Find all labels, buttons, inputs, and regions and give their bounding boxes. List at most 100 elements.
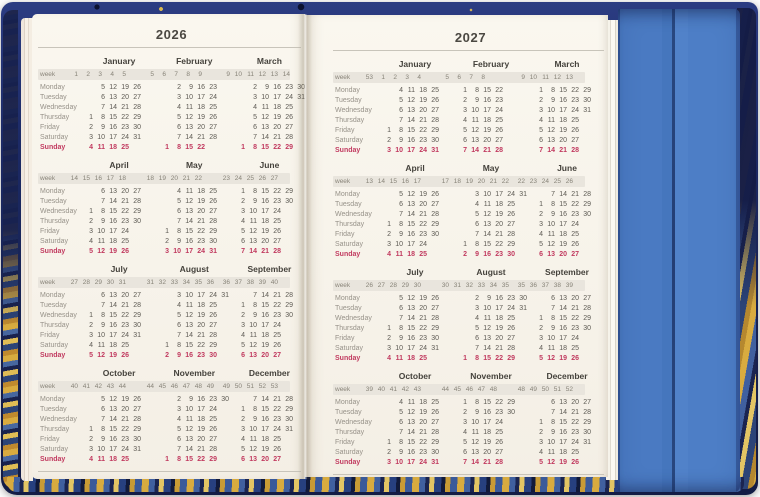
date-cell: 18 xyxy=(261,435,269,443)
week-number-cell: 17 xyxy=(106,175,114,182)
date-cell xyxy=(281,248,293,255)
week-number-cell: 46 xyxy=(170,383,178,390)
date-cell: 14 xyxy=(185,133,193,141)
date-cell: 16 xyxy=(109,217,117,225)
day-row-monday: Monday 6 13 20 27 3 10 17 24 31 7 14 21 28 xyxy=(38,290,305,300)
week-number-cell: 26 xyxy=(258,175,266,182)
month-dates: 7 14 21 28 xyxy=(157,446,229,453)
week-number-cell: 41 xyxy=(82,383,90,390)
date-cell: 10 xyxy=(97,227,105,235)
date-cell: 1 xyxy=(241,143,245,151)
month-dates: 2 9 16 23 30 xyxy=(157,238,229,245)
date-cell: 19 xyxy=(559,126,567,134)
month-title: June xyxy=(259,160,280,170)
week-number-cell: 7 xyxy=(174,71,178,78)
date-cell: 15 xyxy=(483,86,491,94)
day-label: Wednesday xyxy=(335,314,372,322)
date-cell: 22 xyxy=(197,455,205,463)
date-cell: 10 xyxy=(97,445,105,453)
date-cell: 2 xyxy=(463,408,467,416)
week-number-cell: 24 xyxy=(234,175,242,182)
date-cell: 20 xyxy=(197,435,205,443)
week-number-cell: 20 xyxy=(477,178,485,185)
month-dates: 7 14 21 28 xyxy=(455,459,527,466)
date-cell xyxy=(281,342,293,349)
date-cell xyxy=(591,137,603,144)
week-number-cell: 13 xyxy=(270,71,278,78)
date-cell: 23 xyxy=(507,294,515,302)
date-cell: 19 xyxy=(495,210,503,218)
date-cell: 27 xyxy=(209,321,217,329)
month-week-numbers: 30 31 32 33 34 35 xyxy=(437,282,509,289)
date-cell: 6 xyxy=(551,294,555,302)
date-cell: 9 xyxy=(101,123,105,131)
week-number-cell: 16 xyxy=(94,175,102,182)
date-cell: 18 xyxy=(197,187,205,195)
date-cell xyxy=(157,198,169,205)
date-cell: 6 xyxy=(399,106,403,114)
date-cell: 30 xyxy=(133,217,141,225)
date-cell: 17 xyxy=(559,106,567,114)
date-cell: 4 xyxy=(387,354,391,362)
day-row-sunday: Sunday 5 12 19 26 3 10 17 24 31 7 14 21 28 xyxy=(38,246,305,256)
date-cell: 8 xyxy=(253,143,257,151)
date-cell xyxy=(379,107,391,114)
date-cell: 29 xyxy=(209,341,217,349)
date-cell xyxy=(455,335,467,342)
date-cell: 18 xyxy=(261,217,269,225)
month-title: September xyxy=(545,267,589,277)
day-row-thursday: Thursday 1 8 15 22 29 6 13 20 27 3 10 17 24 xyxy=(333,219,608,229)
month-dates: 3 10 17 24 31 xyxy=(157,292,229,299)
date-cell: 5 xyxy=(475,210,479,218)
date-cell: 10 xyxy=(547,438,555,446)
date-cell: 22 xyxy=(495,86,503,94)
month-dates: 7 14 21 28 xyxy=(233,248,305,255)
date-cell: 20 xyxy=(273,123,281,131)
week-number-cell: 40 xyxy=(70,383,78,390)
date-cell: 8 xyxy=(399,438,403,446)
month-dates: 1 8 15 22 29 xyxy=(455,355,527,362)
date-cell: 14 xyxy=(559,408,567,416)
month-dates: 4 11 18 25 xyxy=(455,117,527,124)
date-cell: 15 xyxy=(407,438,415,446)
date-cell xyxy=(217,342,229,349)
date-cell: 30 xyxy=(133,321,141,329)
date-cell xyxy=(515,231,527,238)
date-cell: 13 xyxy=(471,448,479,456)
month-dates: 6 13 20 27 xyxy=(233,456,305,463)
month-dates: 6 13 20 27 xyxy=(81,94,153,101)
day-row-wednesday: Wednesday 7 14 21 28 5 12 19 26 2 9 16 23 30 xyxy=(333,209,608,219)
date-cell xyxy=(129,456,141,463)
date-cell: 2 xyxy=(89,217,93,225)
month-title: September xyxy=(247,264,292,274)
month-dates: 2 9 16 23 30 xyxy=(233,416,305,423)
date-cell: 16 xyxy=(483,250,491,258)
date-cell: 13 xyxy=(547,136,555,144)
day-row-thursday: Thursday 7 14 21 28 4 11 18 25 2 9 16 23 30 xyxy=(333,427,608,437)
date-cell: 26 xyxy=(495,126,503,134)
date-cell: 30 xyxy=(133,123,141,131)
day-row-monday: Monday 5 12 19 26 2 9 16 23 2 9 16 23 30 xyxy=(38,82,305,92)
date-cell: 14 xyxy=(261,133,269,141)
day-row-saturday: Saturday 3 10 17 24 31 7 14 21 28 7 14 21 28 xyxy=(38,132,305,142)
date-cell: 20 xyxy=(419,304,427,312)
date-cell: 5 xyxy=(177,197,181,205)
date-cell: 18 xyxy=(483,116,491,124)
day-label: Monday xyxy=(335,86,360,94)
day-row-thursday: Thursday 2 9 16 23 30 6 13 20 27 3 10 17 24 xyxy=(38,320,305,330)
week-number-cell: 45 xyxy=(453,386,461,393)
date-cell xyxy=(439,429,451,436)
date-cell: 7 xyxy=(241,247,245,255)
date-cell: 30 xyxy=(221,395,229,403)
date-cell xyxy=(233,84,245,91)
day-label: Sunday xyxy=(40,247,66,255)
date-cell: 3 xyxy=(89,331,93,339)
day-label: Tuesday xyxy=(40,405,67,413)
date-cell: 23 xyxy=(121,321,129,329)
date-cell: 2 xyxy=(539,96,543,104)
date-cell xyxy=(591,409,603,416)
day-label: Tuesday xyxy=(40,93,67,101)
date-cell: 14 xyxy=(185,331,193,339)
day-row-thursday: Thursday 1 8 15 22 29 5 12 19 26 3 10 17 24 31 xyxy=(38,424,305,434)
